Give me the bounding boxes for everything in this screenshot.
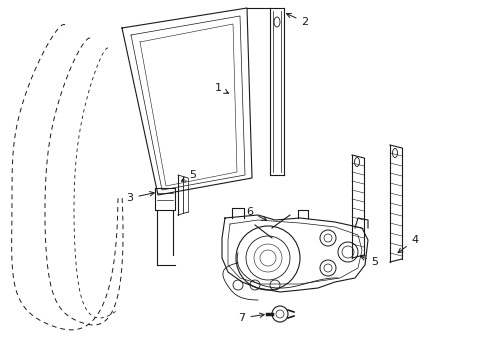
- Text: 2: 2: [286, 13, 308, 27]
- Text: 1: 1: [214, 83, 228, 93]
- Text: 7: 7: [238, 313, 264, 323]
- Text: 5: 5: [181, 170, 196, 181]
- Text: 6: 6: [246, 207, 266, 220]
- Text: 5: 5: [360, 256, 378, 267]
- Text: 3: 3: [126, 192, 154, 203]
- Text: 4: 4: [397, 235, 418, 253]
